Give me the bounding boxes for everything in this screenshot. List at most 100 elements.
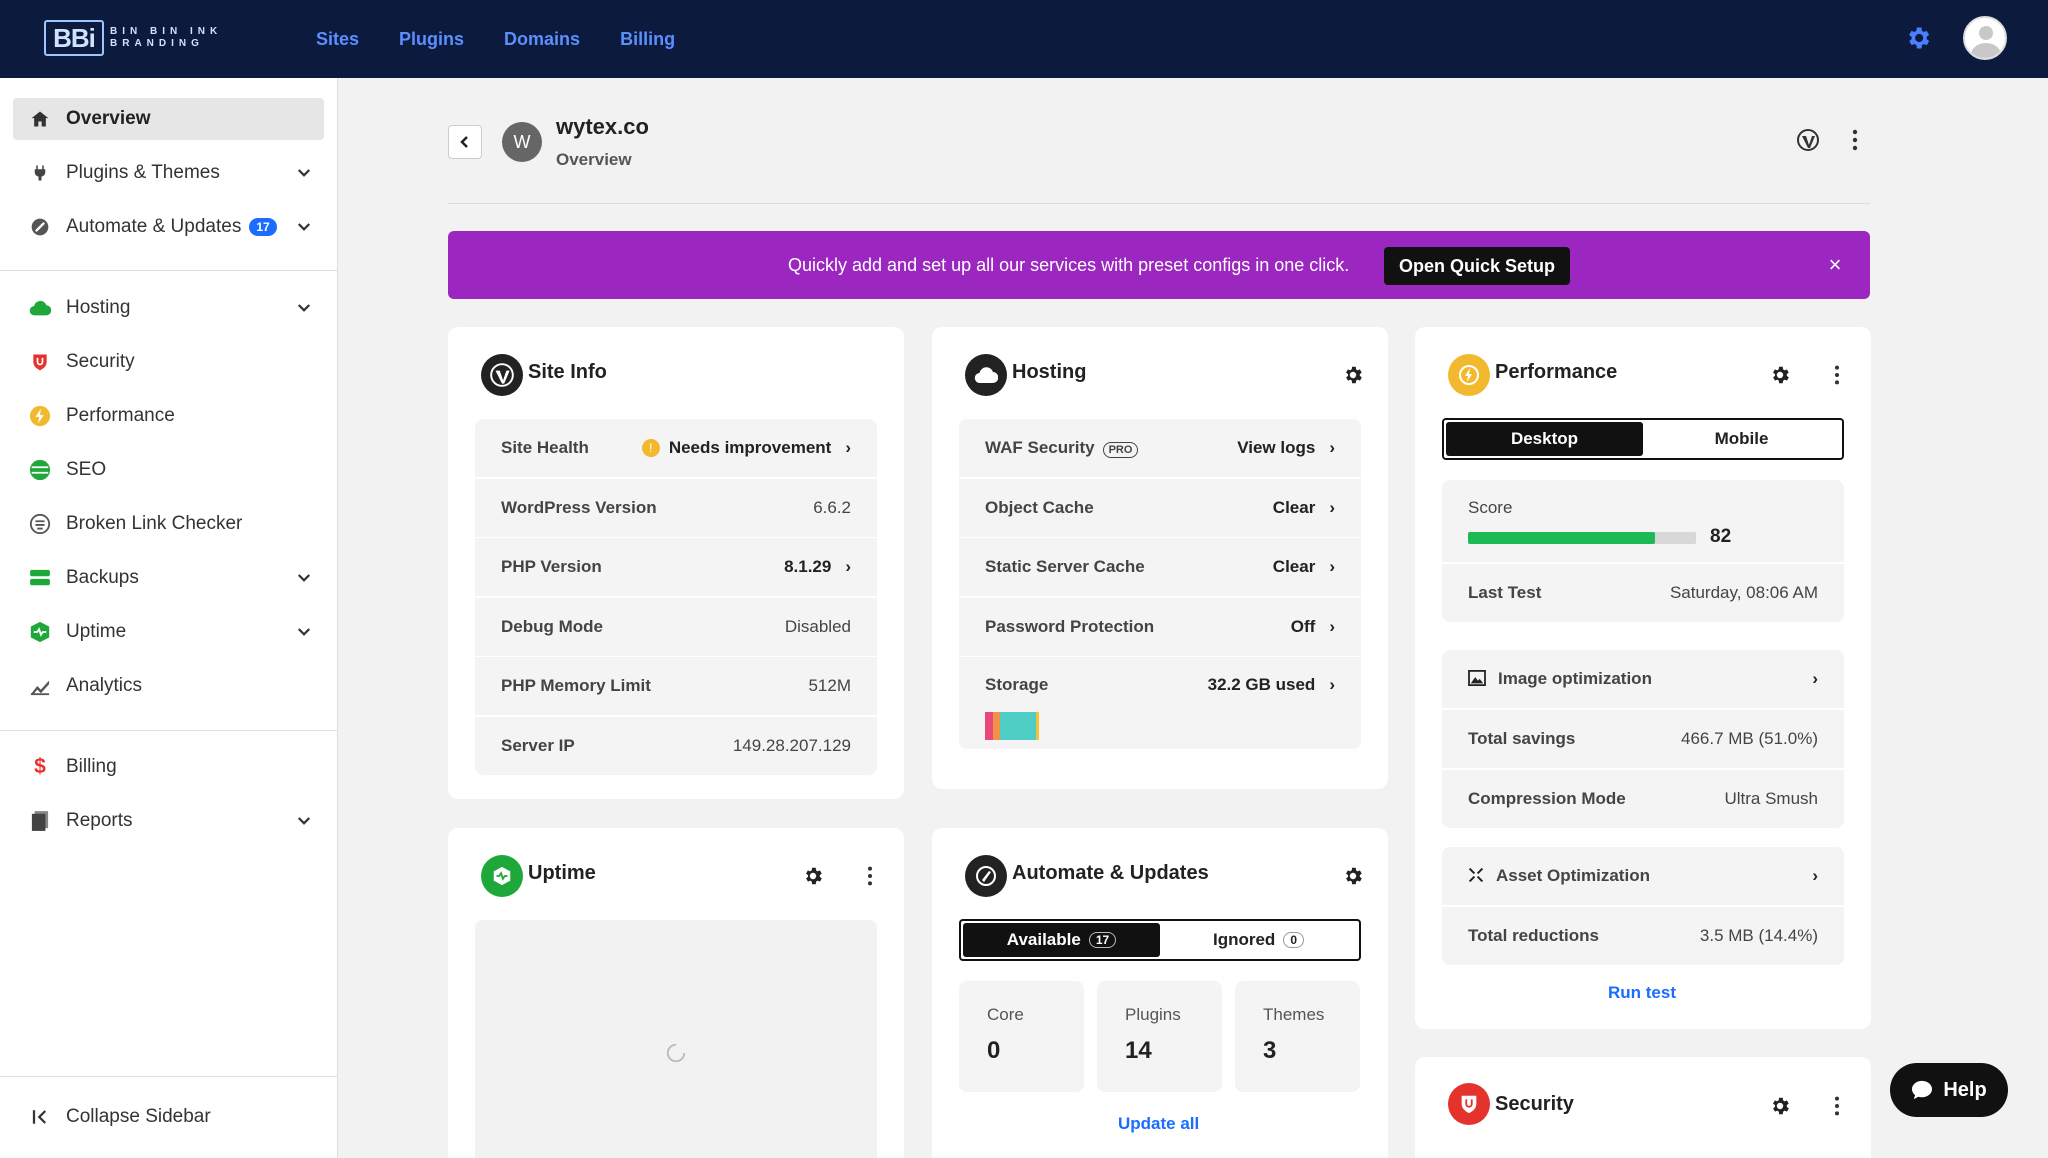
gear-icon[interactable] [1342, 364, 1364, 386]
wordpress-icon[interactable] [1796, 128, 1820, 152]
seo-icon [29, 459, 51, 481]
collapse-sidebar-button[interactable]: Collapse Sidebar [13, 1096, 324, 1138]
card-title: Site Info [528, 361, 607, 383]
tab-desktop[interactable]: Desktop [1446, 422, 1643, 456]
chevron-down-icon[interactable] [295, 569, 313, 587]
plugin-updates-stat[interactable]: Plugins 14 [1097, 981, 1222, 1092]
core-updates-stat[interactable]: Core 0 [959, 981, 1084, 1092]
theme-updates-stat[interactable]: Themes 3 [1235, 981, 1360, 1092]
topnav-sites[interactable]: Sites [316, 28, 360, 49]
object-cache-row[interactable]: Object Cache Clear › [959, 479, 1361, 537]
static-server-cache-row[interactable]: Static Server Cache Clear › [959, 538, 1361, 596]
php-memory-limit-row: PHP Memory Limit 512M [475, 657, 877, 715]
logo-line-2: BRANDING [110, 38, 204, 49]
sidebar-item-automate-updates[interactable]: Automate & Updates 17 [13, 206, 324, 248]
loading-spinner-icon [666, 1043, 686, 1063]
chevron-left-icon [460, 136, 468, 148]
run-test-link[interactable]: Run test [1608, 983, 1676, 1002]
gear-icon[interactable] [1342, 865, 1364, 887]
sidebar-item-backups[interactable]: Backups [13, 557, 324, 599]
automate-updates-card: Automate & Updates Available 17 Ignored 0 … [932, 828, 1388, 1158]
site-health-row[interactable]: Site Health ! Needs improvement › [475, 419, 877, 477]
count-badge: 0 [1283, 932, 1305, 948]
sidebar-item-label: Performance [66, 405, 175, 426]
chevron-down-icon[interactable] [295, 812, 313, 830]
image-icon [1468, 670, 1486, 686]
tab-available[interactable]: Available 17 [963, 923, 1160, 957]
sidebar-item-uptime[interactable]: Uptime [13, 611, 324, 653]
row-value: Clear [1272, 557, 1316, 576]
row-value: Disabled [784, 617, 851, 636]
row-value: Saturday, 08:06 AM [1669, 583, 1818, 602]
chevron-down-icon[interactable] [295, 623, 313, 641]
brand-logo[interactable]: BBi BIN BIN INK BRANDING [44, 20, 222, 56]
sidebar-item-broken-link-checker[interactable]: Broken Link Checker [13, 503, 324, 545]
site-name: wytex.co [556, 114, 649, 139]
collapse-icon [29, 1106, 51, 1128]
user-avatar[interactable] [1963, 16, 2007, 60]
sidebar-item-reports[interactable]: Reports [13, 800, 324, 842]
sidebar-item-security[interactable]: Security [13, 341, 324, 383]
open-quick-setup-button[interactable]: Open Quick Setup [1384, 247, 1570, 285]
sidebar-item-hosting[interactable]: Hosting [13, 287, 324, 329]
back-button[interactable] [448, 125, 482, 159]
topnav-billing[interactable]: Billing [620, 28, 676, 49]
chevron-down-icon[interactable] [295, 164, 313, 182]
hosting-card: Hosting WAF Security PRO View logs › Obje… [932, 327, 1388, 789]
help-button[interactable]: Help [1890, 1063, 2008, 1117]
sidebar-item-label: Hosting [66, 297, 131, 318]
topnav-domains[interactable]: Domains [504, 28, 581, 49]
row-label: Asset Optimization [1468, 866, 1798, 886]
topnav-plugins[interactable]: Plugins [399, 28, 465, 49]
password-protection-row[interactable]: Password Protection Off › [959, 598, 1361, 656]
pro-badge: PRO [1102, 442, 1139, 458]
shield-icon [1448, 1083, 1490, 1125]
close-icon[interactable]: × [1828, 252, 1842, 277]
gear-icon[interactable] [1769, 364, 1791, 386]
chevron-right-icon: › [845, 438, 851, 457]
gear-icon[interactable] [1769, 1095, 1791, 1117]
tab-mobile[interactable]: Mobile [1643, 422, 1840, 456]
sidebar-item-analytics[interactable]: Analytics [13, 665, 324, 707]
more-options-icon[interactable] [1833, 364, 1841, 386]
device-toggle: Desktop Mobile [1442, 418, 1844, 460]
quick-setup-banner: Quickly add and set up all our services … [448, 231, 1870, 299]
tab-ignored[interactable]: Ignored 0 [1160, 923, 1357, 957]
sidebar-item-overview[interactable]: Overview [13, 98, 324, 140]
logo-mark: BBi [44, 20, 104, 56]
help-label: Help [1943, 1078, 1987, 1101]
performance-card: Performance Desktop Mobile Score 82 Last… [1415, 327, 1871, 1029]
more-options-icon[interactable] [866, 865, 874, 887]
sidebar-divider [0, 270, 338, 271]
chevron-down-icon[interactable] [295, 218, 313, 236]
collapse-sidebar-label: Collapse Sidebar [66, 1106, 211, 1127]
row-label: Debug Mode [501, 617, 603, 636]
chevron-right-icon: › [1812, 866, 1818, 885]
sidebar-item-plugins-themes[interactable]: Plugins & Themes [13, 152, 324, 194]
chevron-down-icon[interactable] [295, 299, 313, 317]
more-options-icon[interactable] [1833, 1095, 1841, 1117]
asset-optimization-row[interactable]: Asset Optimization › [1442, 847, 1844, 905]
update-all-link[interactable]: Update all [1118, 1114, 1200, 1133]
score-label: Score [1468, 498, 1513, 517]
row-label: Last Test [1468, 583, 1542, 602]
row-value: 3.5 MB (14.4%) [1699, 926, 1818, 945]
chevron-right-icon: › [845, 557, 851, 576]
reports-icon [29, 810, 51, 832]
page-subtitle: Overview [556, 150, 632, 169]
more-options-icon[interactable] [1848, 128, 1862, 152]
gear-icon[interactable] [802, 865, 824, 887]
cloud-icon [29, 297, 51, 319]
score-bar-fill [1468, 532, 1655, 544]
sidebar-item-seo[interactable]: SEO [13, 449, 324, 491]
settings-gear-icon[interactable] [1904, 24, 1932, 52]
waf-security-row[interactable]: WAF Security PRO View logs › [959, 419, 1361, 477]
sidebar-item-performance[interactable]: Performance [13, 395, 324, 437]
chevron-right-icon: › [1329, 557, 1335, 576]
php-version-row[interactable]: PHP Version 8.1.29 › [475, 538, 877, 596]
image-optimization-row[interactable]: Image optimization › [1442, 650, 1844, 708]
row-label: Object Cache [985, 498, 1094, 517]
sidebar-item-label: Billing [66, 756, 117, 777]
storage-row[interactable]: Storage 32.2 GB used › [959, 657, 1361, 749]
sidebar-item-billing[interactable]: $ Billing [13, 746, 324, 788]
